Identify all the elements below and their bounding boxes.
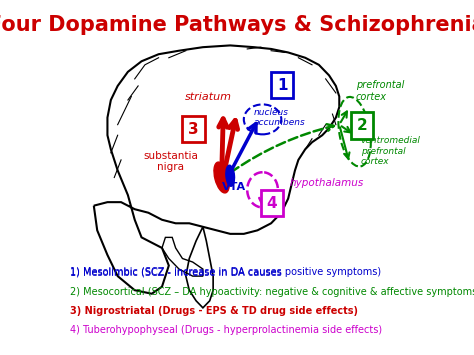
Text: 4) Tuberohypophyseal (Drugs - hyperprolactinemia side effects): 4) Tuberohypophyseal (Drugs - hyperprola…: [70, 326, 382, 335]
FancyBboxPatch shape: [261, 190, 283, 216]
Text: 2: 2: [357, 118, 368, 133]
Text: ventromedial
prefrontal
cortex: ventromedial prefrontal cortex: [361, 136, 420, 166]
Text: 3) Nigrostriatal (Drugs - EPS & TD drug side effects): 3) Nigrostriatal (Drugs - EPS & TD drug …: [70, 306, 358, 316]
Text: VTA: VTA: [221, 182, 246, 192]
Text: 3: 3: [188, 121, 199, 137]
Text: 2) Mesocortical (SCZ – DA hypoactivity: negative & cognitive & affective symptom: 2) Mesocortical (SCZ – DA hypoactivity: …: [70, 287, 474, 297]
Text: 4: 4: [267, 196, 277, 211]
Text: striatum: striatum: [184, 92, 231, 102]
FancyBboxPatch shape: [271, 72, 293, 98]
FancyBboxPatch shape: [351, 112, 374, 139]
Text: nucleus
accumbens: nucleus accumbens: [254, 108, 305, 127]
Text: 1) Mesolimbic (SCZ - increase in DA causes positive symptoms): 1) Mesolimbic (SCZ - increase in DA caus…: [70, 267, 381, 277]
Text: 1: 1: [277, 77, 287, 93]
Ellipse shape: [214, 162, 229, 193]
Text: Four Dopamine Pathways & Schizophrenia: Four Dopamine Pathways & Schizophrenia: [0, 16, 474, 36]
FancyBboxPatch shape: [182, 116, 205, 142]
Text: prefrontal
cortex: prefrontal cortex: [356, 80, 404, 102]
Ellipse shape: [226, 165, 235, 186]
Text: hypothalamus: hypothalamus: [290, 179, 364, 189]
Text: substantia
nigra: substantia nigra: [143, 151, 198, 173]
Text: 1) Mesolimbic (SCZ - increase in DA causes: 1) Mesolimbic (SCZ - increase in DA caus…: [70, 267, 285, 277]
